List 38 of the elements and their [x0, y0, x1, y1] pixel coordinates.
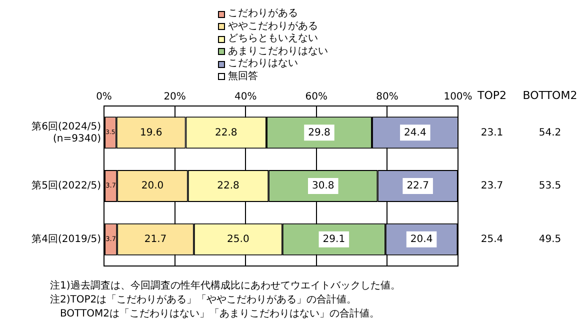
legend-label: 無回答	[228, 70, 258, 83]
y-tick-label: 第5回(2022/5)	[32, 180, 102, 192]
legend-label: あまりこだわりはない	[228, 46, 328, 58]
text: 49.5	[538, 234, 562, 245]
x-tick-label: 100%	[444, 92, 472, 103]
text: TOP2	[476, 88, 507, 102]
data-label: 22.8	[214, 127, 238, 138]
legend-label: こだわりがある	[228, 8, 298, 20]
text: 54.2	[538, 127, 562, 138]
data-label: 30.8	[312, 180, 334, 192]
data-label: 29.1	[322, 234, 346, 245]
text: 23.7	[480, 180, 504, 192]
text: 25.4	[480, 234, 504, 245]
y-tick-label: 第4回(2019/5)	[32, 232, 102, 245]
x-tick-label: 20%	[164, 92, 186, 103]
text: BOTTOM2	[522, 88, 578, 102]
text: 注2)TOP2は「こだわりがある」「ややこだわりがある」の合計値。	[50, 294, 357, 306]
data-label: 22.8	[217, 180, 240, 192]
legend-label: ややこだわりがある	[228, 20, 318, 33]
y-tick-label: 第6回(2024/5) (n=9340)	[32, 120, 102, 144]
data-label: 29.8	[308, 127, 330, 138]
text: 53.5	[538, 180, 562, 192]
data-label: 21.7	[144, 234, 167, 245]
legend-label: どちらともいえない	[228, 33, 318, 46]
data-label: 25.0	[227, 234, 250, 245]
x-tick-label: 40%	[234, 92, 257, 103]
text: 23.1	[480, 127, 504, 138]
data-label: 24.4	[404, 127, 426, 138]
data-label: 20.4	[410, 234, 433, 245]
x-tick-label: 0%	[96, 92, 112, 103]
legend-label: こだわりはない	[228, 58, 298, 70]
text: 注1)過去調査は、今回調査の性年代構成比にあわせてウエイトバックした値。	[50, 280, 400, 292]
data-label: 22.7	[406, 180, 429, 192]
data-label: 19.6	[140, 127, 162, 138]
text: BOTTOM2は「こだわりはない」「あまりこだわりはない」の合計値。	[50, 308, 380, 320]
data-label: 20.0	[141, 180, 164, 192]
x-tick-label: 80%	[376, 92, 398, 103]
x-tick-label: 60%	[305, 92, 328, 103]
